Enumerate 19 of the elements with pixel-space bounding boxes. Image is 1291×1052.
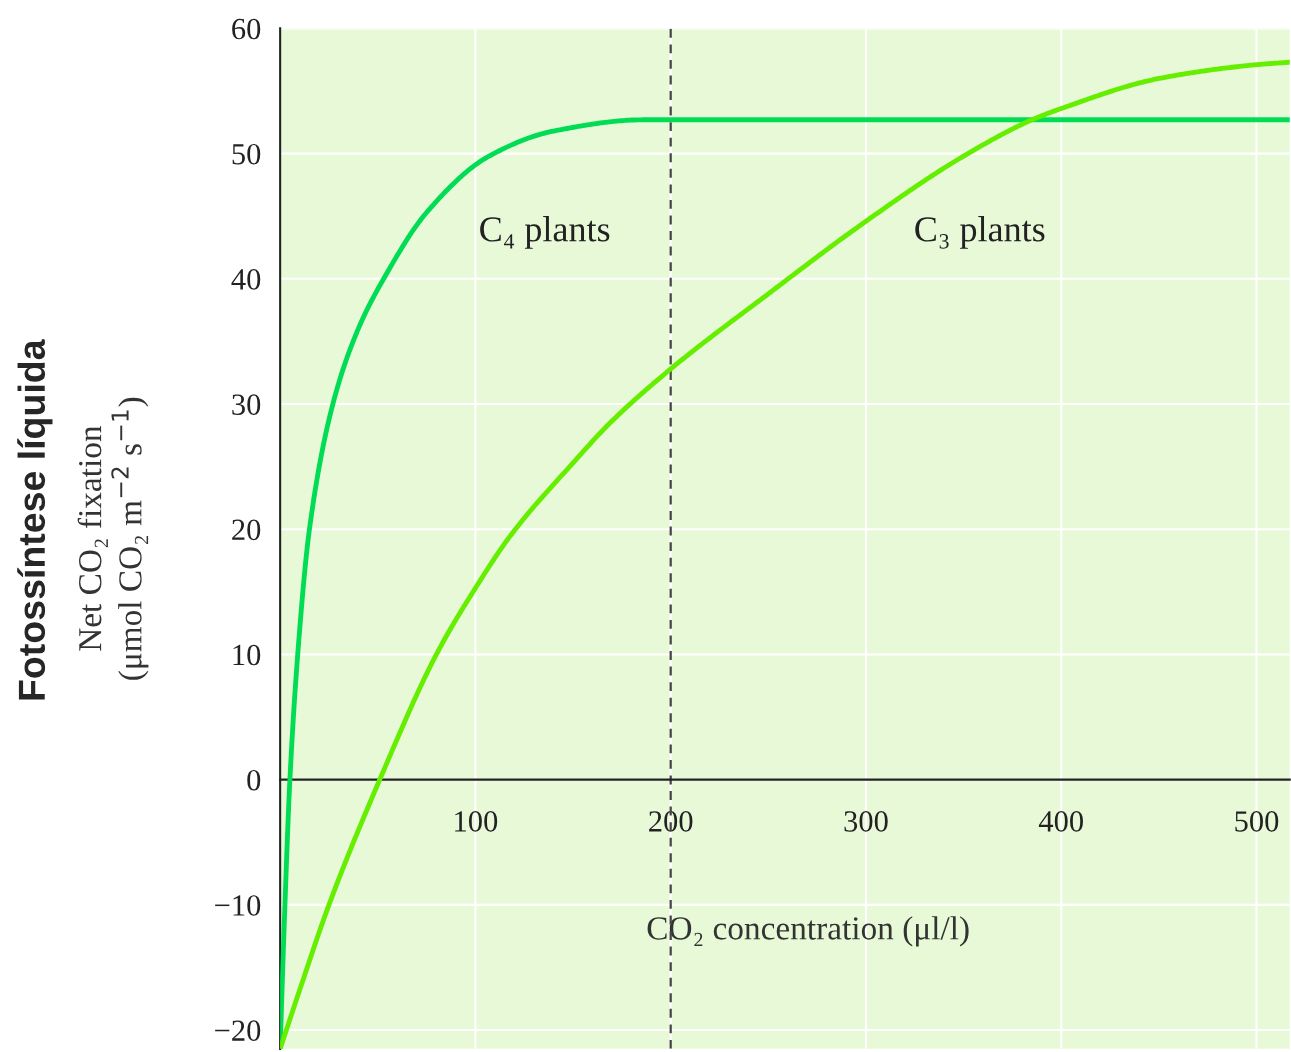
- x-tick-label: 200: [649, 811, 693, 832]
- annotation: C₃ plants: [915, 216, 1045, 249]
- x-tick-label: 400: [1038, 811, 1083, 832]
- annotation: C₄ plants: [480, 216, 610, 249]
- y-axis-title: Net CO₂ fixation (μmol CO₂ m$^{−2}$ s$^{−1}$): [77, 397, 149, 680]
- x-axis-title: CO₂ concentration (μl/l): [647, 916, 969, 947]
- y-tick-label: −10: [215, 895, 261, 916]
- y-tick-label: 20: [232, 519, 261, 541]
- x-tick-label: 100: [455, 811, 498, 832]
- y-tick-label: 50: [232, 143, 261, 165]
- x-tick-label: 300: [844, 811, 888, 832]
- y-tick-label: 10: [233, 644, 261, 666]
- y-tick-label: 40: [231, 269, 261, 290]
- x-tick-label: 500: [1235, 811, 1279, 832]
- y-tick-label: −20: [215, 1020, 261, 1041]
- y-tick-label: 60: [232, 18, 261, 40]
- y-tick-label: 0: [247, 769, 261, 791]
- y-tick-label: 30: [232, 394, 261, 415]
- text: Fotossíntese líquida: [17, 339, 53, 700]
